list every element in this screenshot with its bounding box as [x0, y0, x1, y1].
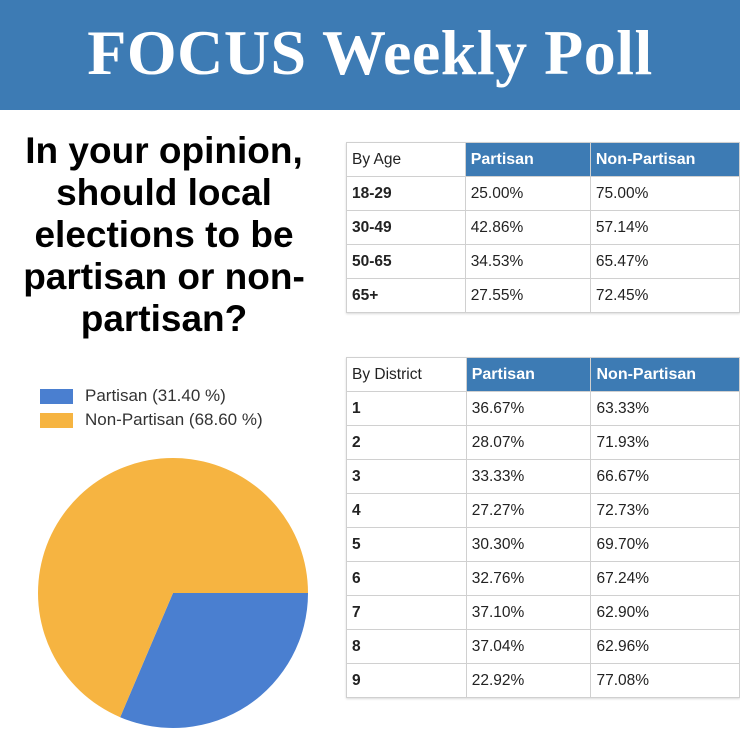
- age-table: By Age Partisan Non-Partisan 18-29 25.00…: [346, 142, 740, 313]
- row-label: 4: [346, 493, 467, 528]
- table-row: 50-65 34.53% 65.47%: [346, 244, 740, 279]
- legend-label-non-partisan: Non-Partisan (68.60 %): [85, 410, 263, 429]
- header-banner: FOCUS Weekly Poll: [0, 0, 740, 110]
- row-label: 1: [346, 391, 467, 426]
- pie-legend: Partisan (31.40 %) Non-Partisan (68.60 %…: [40, 384, 263, 432]
- non-partisan-cell: 62.90%: [590, 595, 740, 630]
- pie-slice-partisan: [120, 593, 309, 728]
- row-label: 5: [346, 527, 467, 562]
- row-label: 50-65: [346, 244, 466, 279]
- row-label: 7: [346, 595, 467, 630]
- partisan-cell: 32.76%: [465, 561, 592, 596]
- table-row: 1 36.67% 63.33%: [346, 391, 740, 426]
- pie-slice-non-partisan: [38, 458, 309, 718]
- header-cell: Partisan: [465, 357, 592, 392]
- non-partisan-cell: 71.93%: [590, 425, 740, 460]
- non-partisan-cell: 62.96%: [590, 629, 740, 664]
- table-row: 65+ 27.55% 72.45%: [346, 278, 740, 313]
- partisan-cell: 36.67%: [465, 391, 592, 426]
- row-label: 8: [346, 629, 467, 664]
- non-partisan-cell: 63.33%: [590, 391, 740, 426]
- partisan-cell: 25.00%: [464, 176, 591, 211]
- pie-chart: [38, 458, 309, 728]
- table-row: 2 28.07% 71.93%: [346, 425, 740, 460]
- non-partisan-cell: 67.24%: [590, 561, 740, 596]
- partisan-cell: 42.86%: [464, 210, 591, 245]
- partisan-cell: 37.10%: [465, 595, 592, 630]
- legend-swatch-non-partisan: [40, 412, 73, 428]
- partisan-cell: 30.30%: [465, 527, 592, 562]
- legend-item-partisan: Partisan (31.40 %): [40, 384, 263, 408]
- row-label: 2: [346, 425, 467, 460]
- header-cell: Non-Partisan: [589, 142, 740, 177]
- row-label: 18-29: [346, 176, 466, 211]
- row-label: 9: [346, 663, 467, 698]
- non-partisan-cell: 65.47%: [589, 244, 740, 279]
- table-row: 6 32.76% 67.24%: [346, 561, 740, 596]
- non-partisan-cell: 72.45%: [589, 278, 740, 313]
- table-row: 3 33.33% 66.67%: [346, 459, 740, 494]
- partisan-cell: 37.04%: [465, 629, 592, 664]
- non-partisan-cell: 72.73%: [590, 493, 740, 528]
- row-label: 65+: [346, 278, 466, 313]
- header-cell: By District: [346, 357, 467, 392]
- table-row: 18-29 25.00% 75.00%: [346, 176, 740, 211]
- legend-item-non-partisan: Non-Partisan (68.60 %): [40, 408, 263, 432]
- non-partisan-cell: 77.08%: [590, 663, 740, 698]
- row-label: 3: [346, 459, 467, 494]
- partisan-cell: 28.07%: [465, 425, 592, 460]
- non-partisan-cell: 57.14%: [589, 210, 740, 245]
- table-row: 5 30.30% 69.70%: [346, 527, 740, 562]
- header-cell: By Age: [346, 142, 466, 177]
- table-row: 7 37.10% 62.90%: [346, 595, 740, 630]
- district-table: By District Partisan Non-Partisan 1 36.6…: [346, 357, 740, 698]
- row-label: 30-49: [346, 210, 466, 245]
- legend-swatch-partisan: [40, 388, 73, 404]
- partisan-cell: 27.27%: [465, 493, 592, 528]
- table-header-row: By District Partisan Non-Partisan: [346, 357, 740, 392]
- table-row: 8 37.04% 62.96%: [346, 629, 740, 664]
- partisan-cell: 22.92%: [465, 663, 592, 698]
- non-partisan-cell: 66.67%: [590, 459, 740, 494]
- poll-question: In your opinion, should local elections …: [23, 130, 305, 339]
- partisan-cell: 34.53%: [464, 244, 591, 279]
- header-cell: Non-Partisan: [590, 357, 740, 392]
- table-row: 9 22.92% 77.08%: [346, 663, 740, 698]
- header-cell: Partisan: [464, 142, 591, 177]
- non-partisan-cell: 69.70%: [590, 527, 740, 562]
- legend-label-partisan: Partisan (31.40 %): [85, 386, 226, 405]
- non-partisan-cell: 75.00%: [589, 176, 740, 211]
- partisan-cell: 27.55%: [464, 278, 591, 313]
- table-header-row: By Age Partisan Non-Partisan: [346, 142, 740, 177]
- partisan-cell: 33.33%: [465, 459, 592, 494]
- row-label: 6: [346, 561, 467, 596]
- page-title: FOCUS Weekly Poll: [87, 17, 653, 88]
- table-row: 4 27.27% 72.73%: [346, 493, 740, 528]
- table-row: 30-49 42.86% 57.14%: [346, 210, 740, 245]
